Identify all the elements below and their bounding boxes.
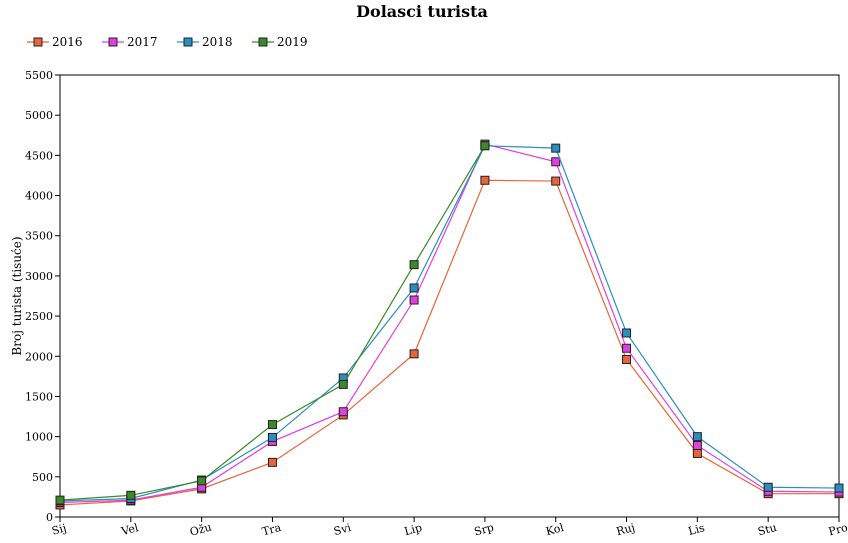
data-point (834, 483, 844, 493)
legend-marker (183, 37, 193, 47)
data-point (267, 432, 277, 442)
series-line (59, 145, 486, 501)
data-point (763, 482, 773, 492)
data-point (409, 295, 419, 305)
series-line (59, 179, 839, 506)
chart-title: Dolasci turista (356, 2, 488, 21)
legend-marker (33, 37, 43, 47)
y-tick-label: 3000 (25, 270, 53, 283)
x-tick-label: Vel (119, 521, 140, 538)
data-point (338, 379, 348, 389)
series-layer (55, 139, 844, 510)
data-point (480, 141, 490, 151)
data-point (692, 440, 702, 450)
legend: 2016 2017 2018 2019 (27, 35, 308, 49)
data-point (409, 349, 419, 359)
y-tick-label: 500 (32, 471, 53, 484)
x-tick-label: Lip (403, 521, 424, 538)
y-tick-label: 2000 (25, 350, 53, 363)
series-2016 (55, 175, 844, 510)
x-tick-label: Sij (50, 521, 67, 537)
x-axis: Sij Vel Ožu Tra Svi Lip Srp Kol Ruj Lis Stu Pro (50, 517, 848, 539)
plot-frame (59, 74, 840, 518)
y-tick-label: 3500 (25, 230, 53, 243)
series-2019 (55, 141, 490, 505)
legend-item: 2016 (27, 35, 83, 49)
x-tick-label: Lis (687, 521, 707, 538)
y-axis-label: Broj turista (tisuće) (10, 236, 24, 355)
legend-label: 2016 (52, 35, 83, 49)
data-point (551, 176, 561, 186)
legend-marker (108, 37, 118, 47)
x-tick-label: Ožu (188, 521, 213, 539)
data-point (480, 175, 490, 185)
legend-item: 2019 (252, 35, 308, 49)
data-point (267, 420, 277, 430)
y-tick-label: 4500 (25, 149, 53, 162)
x-tick-label: Kol (544, 521, 565, 538)
data-point (197, 476, 207, 486)
data-point (692, 449, 702, 459)
y-tick-label: 4000 (25, 190, 53, 203)
data-point (622, 343, 632, 353)
legend-item: 2017 (102, 35, 158, 49)
y-tick-label: 1000 (25, 431, 53, 444)
y-tick-label: 1500 (25, 390, 53, 403)
y-tick-label: 5000 (25, 109, 53, 122)
series-2017 (55, 139, 844, 508)
series-line (59, 145, 840, 502)
legend-marker (258, 37, 268, 47)
x-tick-label: Pro (827, 521, 848, 539)
data-point (692, 432, 702, 442)
data-point (126, 490, 136, 500)
data-point (338, 407, 348, 417)
x-tick-label: Stu (756, 521, 778, 538)
legend-item: 2018 (177, 35, 233, 49)
series-line (59, 143, 840, 504)
series-2018 (55, 141, 844, 506)
data-point (622, 354, 632, 364)
data-point (551, 143, 561, 153)
data-point (622, 328, 632, 338)
x-tick-label: Ruj (615, 521, 637, 538)
data-point (551, 157, 561, 167)
data-point (55, 495, 65, 505)
x-tick-label: Svi (332, 521, 353, 538)
y-tick-label: 5500 (25, 69, 53, 82)
y-tick-label: 2500 (25, 310, 53, 323)
y-tick-label: 0 (46, 511, 53, 524)
data-point (267, 457, 277, 467)
x-tick-label: Srp (473, 521, 496, 539)
x-tick-label: Tra (261, 521, 283, 539)
data-point (409, 260, 419, 270)
legend-label: 2017 (127, 35, 158, 49)
legend-label: 2019 (277, 35, 308, 49)
data-point (409, 283, 419, 293)
legend-label: 2018 (202, 35, 233, 49)
y-axis: 0 500 1000 1500 2000 2500 3000 3500 4000 4500 5000… (25, 69, 60, 524)
